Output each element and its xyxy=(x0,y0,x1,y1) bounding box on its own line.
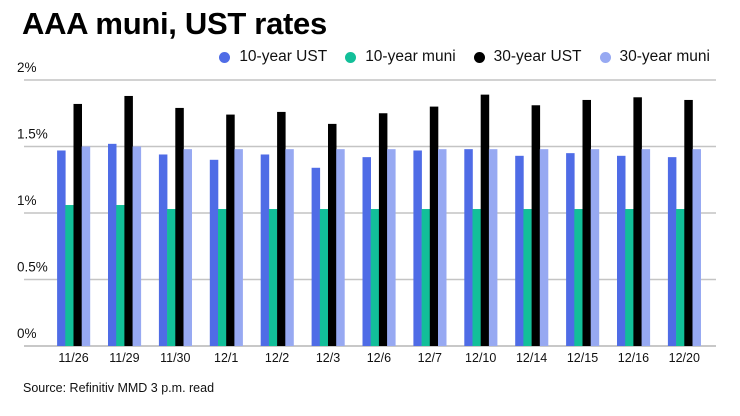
bar-10-year-ust xyxy=(566,153,575,346)
bar-30-year-ust xyxy=(633,97,642,346)
bar-10-year-muni xyxy=(218,209,227,346)
bar-10-year-ust xyxy=(617,155,626,346)
bar-30-year-ust xyxy=(480,94,490,346)
y-tick-label: 2% xyxy=(17,60,37,75)
x-tick-label: 11/26 xyxy=(58,351,88,365)
bar-10-year-muni xyxy=(574,209,583,346)
bar-10-year-muni xyxy=(421,209,431,346)
legend-item-30-year-muni: 30-year muni xyxy=(599,48,710,66)
bar-30-year-muni xyxy=(387,149,396,346)
x-tick-label: 12/1 xyxy=(214,351,238,365)
x-tick-label: 12/15 xyxy=(567,351,598,365)
bar-30-year-ust xyxy=(582,99,591,346)
bar-10-year-muni xyxy=(319,209,329,346)
bar-10-year-ust xyxy=(667,157,677,346)
bar-30-year-muni xyxy=(539,149,549,346)
x-tick-label: 12/2 xyxy=(265,351,289,365)
bar-30-year-ust xyxy=(277,111,286,346)
bar-10-year-muni xyxy=(523,209,532,346)
x-tick-label: 12/20 xyxy=(669,351,700,365)
legend-item-30-year-ust: 30-year UST xyxy=(473,48,582,66)
bar-10-year-muni xyxy=(625,209,634,346)
bar-30-year-muni xyxy=(336,149,345,346)
legend-dot-icon xyxy=(219,51,231,63)
bar-30-year-ust xyxy=(531,105,541,347)
bar-10-year-muni xyxy=(65,205,74,346)
bar-10-year-ust xyxy=(209,159,219,346)
bar-30-year-ust xyxy=(175,107,184,347)
legend-label: 30-year UST xyxy=(493,48,582,65)
bar-30-year-muni xyxy=(183,149,192,346)
bar-30-year-muni xyxy=(285,149,294,346)
x-tick-label: 11/30 xyxy=(160,351,190,365)
legend: 10-year UST 10-year muni 30-year UST 30-… xyxy=(201,48,710,66)
legend-label: 30-year muni xyxy=(619,48,710,65)
bar-10-year-ust xyxy=(108,143,117,346)
bar-30-year-muni xyxy=(438,149,447,346)
legend-dot-icon xyxy=(473,51,485,63)
bar-10-year-muni xyxy=(268,209,278,346)
chart-title: AAA muni, UST rates xyxy=(22,6,327,41)
legend-label: 10-year muni xyxy=(365,48,456,65)
bar-10-year-ust xyxy=(260,154,270,346)
bar-30-year-muni xyxy=(692,149,701,346)
bars xyxy=(57,94,701,347)
bar-10-year-muni xyxy=(116,205,125,346)
bar-30-year-ust xyxy=(124,95,133,347)
legend-dot-icon xyxy=(345,51,357,63)
x-tick-label: 12/6 xyxy=(367,351,391,365)
x-axis-ticks: 11/26 11/29 11/30 12/1 12/2 12/3 12/6 12/7 12/10… xyxy=(58,351,700,365)
bar-10-year-muni xyxy=(676,209,685,346)
legend-item-10-year-muni: 10-year muni xyxy=(345,48,456,66)
bar-10-year-muni xyxy=(370,209,380,346)
bar-30-year-ust xyxy=(73,103,82,346)
legend-dot-icon xyxy=(599,51,611,63)
bar-10-year-ust xyxy=(515,155,524,346)
bar-30-year-ust xyxy=(684,99,693,346)
bar-30-year-muni xyxy=(641,149,651,346)
bar-10-year-ust xyxy=(413,150,422,346)
bar-10-year-muni xyxy=(167,209,176,346)
bar-10-year-ust xyxy=(57,150,66,346)
y-axis-ticks: 0% 0.5% 1% 1.5% 2% xyxy=(17,60,48,341)
bar-30-year-muni xyxy=(132,146,142,346)
bar-10-year-ust xyxy=(362,157,371,346)
bar-30-year-ust xyxy=(226,114,235,346)
source-note: Source: Refinitiv MMD 3 p.m. read xyxy=(23,381,215,395)
bar-30-year-ust xyxy=(328,123,337,346)
bar-30-year-muni xyxy=(590,149,600,346)
bar-10-year-muni xyxy=(472,209,481,346)
y-tick-label: 1% xyxy=(17,193,37,208)
legend-label: 10-year UST xyxy=(239,48,328,65)
x-tick-label: 12/3 xyxy=(316,351,340,365)
x-tick-label: 12/14 xyxy=(516,351,547,365)
bar-10-year-ust xyxy=(311,167,321,346)
y-tick-label: 1.5% xyxy=(17,127,48,142)
x-tick-label: 11/29 xyxy=(109,351,139,365)
bar-30-year-muni xyxy=(234,149,243,346)
y-tick-label: 0.5% xyxy=(17,260,48,275)
bar-10-year-ust xyxy=(158,154,168,346)
x-tick-label: 12/16 xyxy=(618,351,649,365)
bar-30-year-ust xyxy=(429,106,439,346)
bar-30-year-ust xyxy=(378,113,388,346)
bar-10-year-ust xyxy=(464,149,473,346)
x-tick-label: 12/7 xyxy=(418,351,442,365)
x-tick-label: 12/10 xyxy=(465,351,496,365)
y-tick-label: 0% xyxy=(17,326,37,341)
bar-30-year-muni xyxy=(81,146,91,346)
bar-30-year-muni xyxy=(488,149,498,346)
legend-item-10-year-ust: 10-year UST xyxy=(219,48,327,66)
